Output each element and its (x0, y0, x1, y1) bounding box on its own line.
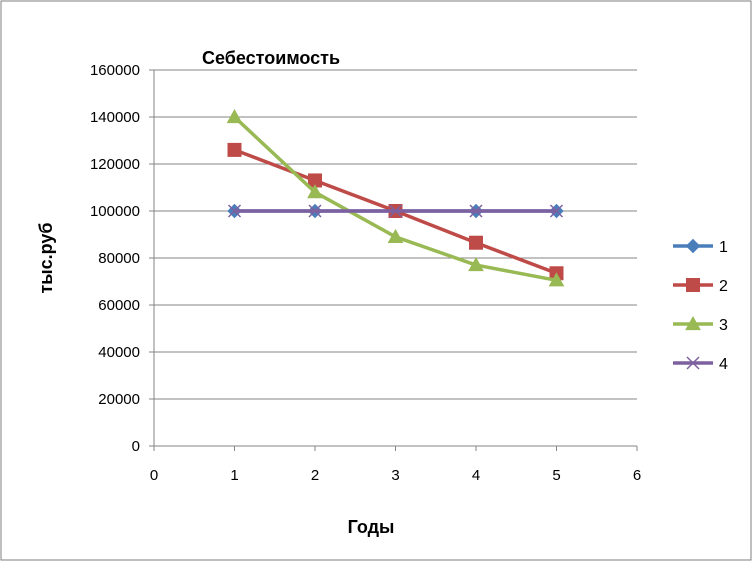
legend-label: 1 (719, 239, 728, 256)
data-point (226, 108, 243, 124)
series-4 (227, 204, 564, 218)
x-tick-label: 1 (230, 467, 238, 484)
x-axis-title: Годы (348, 517, 395, 537)
y-tick-label: 140000 (90, 109, 140, 126)
y-tick-label: 120000 (90, 156, 140, 173)
data-point (387, 228, 404, 243)
legend-label: 3 (719, 317, 728, 334)
data-point (469, 204, 483, 218)
x-tick-label: 0 (150, 467, 158, 484)
legend-item: 1 (673, 238, 728, 256)
data-point (308, 204, 322, 218)
series-3 (226, 108, 565, 287)
y-axis-title: тыс.руб (36, 222, 56, 293)
legend-item: 2 (673, 278, 728, 295)
axes (149, 69, 638, 451)
y-tick-label: 100000 (90, 203, 140, 220)
y-tick-label: 40000 (98, 344, 140, 361)
x-tick-label: 4 (472, 467, 480, 484)
x-tick-label: 2 (311, 467, 319, 484)
y-tick-label: 60000 (98, 297, 140, 314)
y-tick-label: 0 (132, 438, 140, 455)
data-point (388, 204, 403, 218)
legend-label: 4 (719, 356, 728, 373)
legend-item: 4 (673, 356, 728, 373)
legend-marker (685, 238, 701, 254)
data-point (548, 272, 565, 287)
series-group (226, 108, 565, 287)
data-point (549, 204, 564, 218)
data-point (307, 184, 323, 199)
legend-marker (686, 356, 700, 370)
data-point (468, 257, 484, 272)
y-tick-label: 80000 (98, 250, 140, 267)
legend-label: 2 (719, 278, 728, 295)
data-point (469, 235, 483, 250)
data-point (227, 142, 242, 157)
x-tick-label: 6 (633, 467, 641, 484)
x-tick-label: 5 (552, 467, 560, 484)
tick-labels: 0 20000 40000 60000 80000 100000 120000 140000 1… (90, 62, 641, 484)
y-tick-label: 160000 (90, 62, 140, 79)
x-tick-label: 3 (391, 467, 399, 484)
legend-marker (685, 315, 701, 331)
legend-marker (686, 278, 700, 292)
legend: 1 2 3 4 (673, 238, 728, 373)
y-tick-label: 20000 (98, 391, 140, 408)
chart-title: Себестоимость (202, 48, 340, 68)
legend-item: 3 (673, 315, 728, 334)
data-point (227, 204, 242, 218)
